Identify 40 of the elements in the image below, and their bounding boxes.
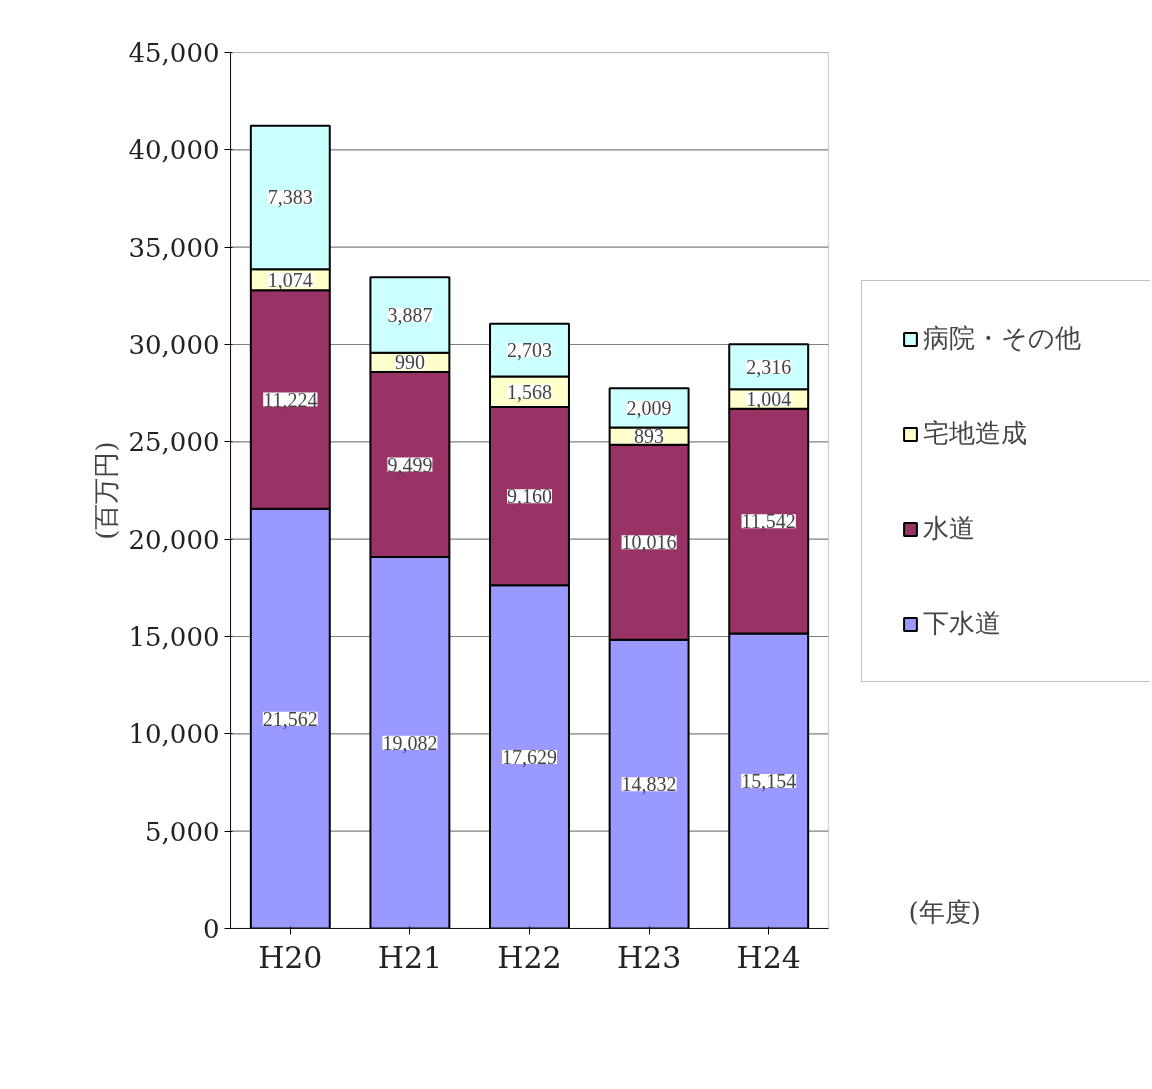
y-tick-label: 35,000 bbox=[128, 232, 220, 263]
data-label: 1,004 bbox=[746, 388, 792, 411]
x-axis-title: (年度) bbox=[908, 896, 981, 927]
data-label: 19,082 bbox=[382, 731, 438, 754]
data-label: 1,074 bbox=[267, 268, 313, 291]
data-label: 15,154 bbox=[741, 770, 797, 792]
y-axis-title: (百万円) bbox=[90, 441, 121, 540]
y-tick-label: 25,000 bbox=[128, 427, 220, 458]
data-label: 893 bbox=[634, 425, 665, 448]
y-tick-label: 40,000 bbox=[128, 135, 220, 166]
data-label: 17,629 bbox=[502, 745, 557, 768]
y-tick-label: 30,000 bbox=[128, 330, 220, 360]
data-label: 14,832 bbox=[621, 773, 677, 796]
x-tick-label: H24 bbox=[736, 939, 801, 975]
data-label: 2,703 bbox=[507, 339, 552, 362]
data-label: 10,016 bbox=[621, 531, 677, 554]
x-tick-label: H21 bbox=[377, 939, 443, 975]
y-tick-label: 15,000 bbox=[128, 622, 220, 652]
legend-label: 下水道 bbox=[923, 607, 1002, 640]
data-label: 3,887 bbox=[387, 304, 433, 327]
legend-label: 水道 bbox=[923, 512, 976, 545]
x-tick-label: H20 bbox=[258, 939, 323, 975]
data-label: 21,562 bbox=[262, 707, 318, 730]
y-tick-label: 20,000 bbox=[128, 524, 220, 555]
data-label: 2,009 bbox=[626, 396, 672, 419]
y-tick-label: 45,000 bbox=[128, 38, 220, 68]
data-label: 7,383 bbox=[267, 186, 313, 209]
y-tick-label: 5,000 bbox=[145, 816, 220, 847]
data-label: 2,316 bbox=[746, 355, 792, 378]
legend-label: 宅地造成 bbox=[923, 417, 1028, 450]
data-label: 9,499 bbox=[387, 453, 433, 476]
x-tick-label: H23 bbox=[616, 939, 682, 975]
legend-label: 病院・その他 bbox=[923, 322, 1082, 355]
y-tick-label: 0 bbox=[202, 914, 220, 944]
data-label: 9,160 bbox=[507, 485, 552, 508]
data-label: 990 bbox=[394, 351, 425, 374]
data-label: 11,542 bbox=[741, 510, 796, 533]
y-tick-label: 10,000 bbox=[128, 719, 220, 750]
x-tick-label: H22 bbox=[497, 939, 562, 975]
data-label: 1,568 bbox=[507, 380, 552, 403]
